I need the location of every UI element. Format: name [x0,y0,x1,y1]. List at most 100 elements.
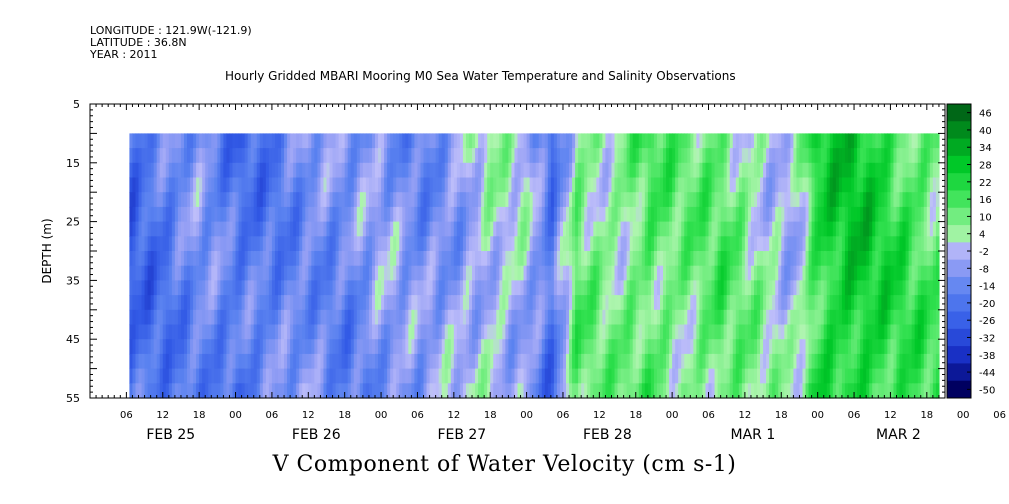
heatmap-cell [835,368,840,384]
heatmap-cell [190,368,194,384]
heatmap-cell [165,280,170,296]
heatmap-cell [823,177,828,193]
heatmap-cell [241,324,246,340]
heatmap-cell [614,221,619,237]
heatmap-cell [165,309,170,326]
heatmap-cell [187,192,191,208]
heatmap-cell [675,221,679,237]
heatmap-cell [629,383,634,399]
heatmap-cell [669,148,673,164]
heatmap-cell [532,133,537,149]
heatmap-cell [281,353,285,370]
heatmap-cell [635,280,640,296]
heatmap-cell [714,148,719,164]
heatmap-cell [529,324,534,340]
heatmap-cell [493,309,497,326]
heatmap-cell [320,133,325,149]
heatmap-cell [841,221,846,237]
heatmap-cell [396,206,400,223]
heatmap-cell [387,339,391,355]
heatmap-cell [326,251,331,267]
heatmap-cell [326,368,331,384]
heatmap-cell [268,251,273,267]
heatmap-cell [817,177,822,193]
heatmap-cell [378,148,382,164]
heatmap-cell [414,192,419,208]
heatmap-cell [156,295,161,311]
heatmap-cell [393,177,397,193]
heatmap-cell [778,368,782,384]
heatmap-cell [666,177,670,193]
heatmap-cell [456,295,461,311]
heatmap-cell [187,339,191,355]
heatmap-cell [390,295,394,311]
heatmap-cell [526,265,531,281]
heatmap-cell [308,251,312,267]
heatmap-cell [238,251,243,267]
heatmap-cell [693,309,697,326]
heatmap-cell [641,265,646,281]
heatmap-cell [481,206,485,223]
heatmap-cell [305,133,309,149]
heatmap-cell [435,192,440,208]
heatmap-cell [547,280,552,296]
heatmap-cell [884,353,888,370]
heatmap-cell [775,236,779,252]
heatmap-cell [744,221,749,237]
heatmap-cell [614,324,619,340]
heatmap-cell [138,236,143,252]
heatmap-cell [690,148,694,164]
heatmap-cell [493,177,497,193]
heatmap-cell [750,177,755,193]
heatmap-cell [432,324,437,340]
heatmap-cell [299,133,303,149]
heatmap-cell [244,324,249,340]
heatmap-cell [729,206,734,223]
heatmap-cell [887,295,892,311]
heatmap-cell [775,383,779,399]
heatmap-cell [459,353,464,370]
heatmap-cell [735,324,740,340]
heatmap-cell [529,192,534,208]
heatmap-cell [465,192,470,208]
heatmap-cell [838,251,843,267]
heatmap-cell [311,221,315,237]
heatmap-cell [784,309,788,326]
heatmap-cell [429,309,434,326]
heatmap-cell [772,383,776,399]
heatmap-cell [693,133,697,149]
heatmap-cell [890,133,895,149]
heatmap-cell [884,368,888,384]
heatmap-cell [932,221,937,237]
heatmap-cell [829,353,834,370]
heatmap-cell [914,368,919,384]
heatmap-cell [462,192,467,208]
heatmap-cell [802,324,807,340]
heatmap-cell [608,383,613,399]
heatmap-cell [784,280,788,296]
heatmap-cell [359,309,364,326]
heatmap-cell [465,353,470,370]
heatmap-cell [199,133,203,149]
heatmap-cell [265,339,270,355]
heatmap-cell [802,265,807,281]
heatmap-cell [741,177,746,193]
heatmap-cell [487,339,491,355]
heatmap-cell [211,251,215,267]
heatmap-cell [584,162,588,179]
heatmap-cell [177,383,182,399]
heatmap-cell [799,383,804,399]
heatmap-cell [365,324,370,340]
heatmap-cell [866,339,870,355]
heatmap-cell [353,324,358,340]
heatmap-cell [180,133,185,149]
heatmap-cell [165,148,170,164]
heatmap-cell [129,353,134,370]
heatmap-cell [317,383,322,399]
heatmap-cell [187,353,191,370]
heatmap-cell [499,133,503,149]
heatmap-cell [177,221,182,237]
heatmap-cell [732,221,737,237]
heatmap-cell [650,383,655,399]
heatmap-cell [408,309,412,326]
